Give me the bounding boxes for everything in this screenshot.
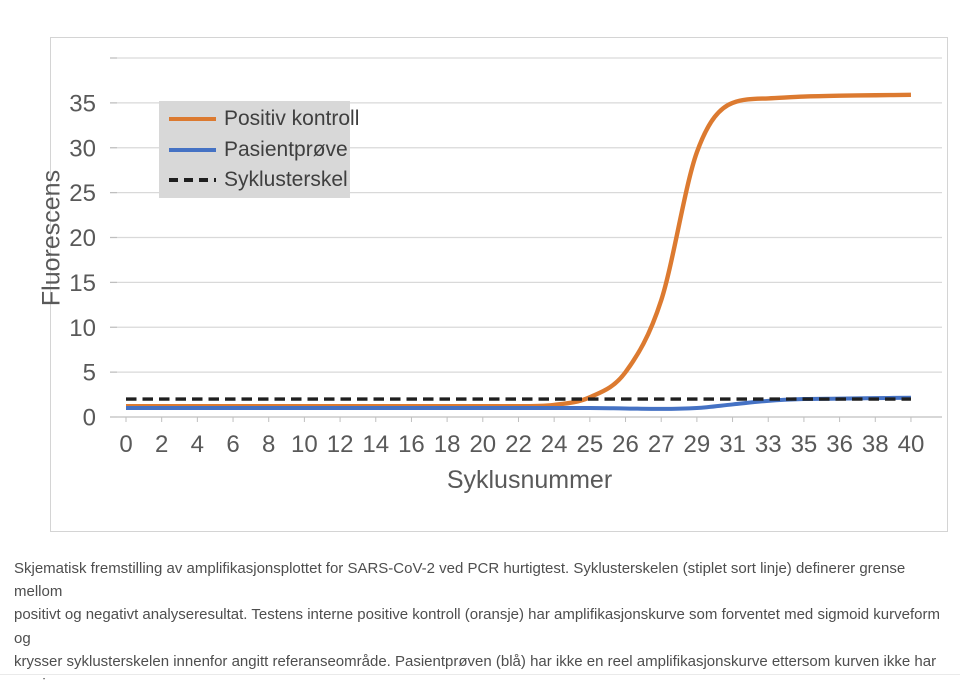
x-tick-label: 20 bbox=[469, 431, 496, 458]
x-tick-label: 40 bbox=[898, 431, 925, 458]
x-tick-label: 14 bbox=[362, 431, 389, 458]
x-tick-label: 2 bbox=[155, 431, 168, 458]
x-axis-title: Syklusnummer bbox=[446, 466, 613, 494]
x-tick-label: 29 bbox=[684, 431, 711, 458]
x-tick-label: 36 bbox=[826, 431, 853, 458]
caption-line: krysser syklusterskelen innenfor angitt … bbox=[14, 652, 937, 680]
y-tick-label: 25 bbox=[69, 180, 96, 207]
x-tick-label: 4 bbox=[191, 431, 204, 458]
x-tick-label: 22 bbox=[505, 431, 532, 458]
legend-item-pasientprove: Pasientprøve bbox=[169, 138, 350, 162]
x-tick-label: 26 bbox=[612, 431, 639, 458]
x-tick-label: 18 bbox=[434, 431, 461, 458]
x-tick-label: 6 bbox=[226, 431, 239, 458]
figure-caption: Skjematisk fremstilling av amplifikasjon… bbox=[14, 557, 950, 680]
caption-line: Skjematisk fremstilling av amplifikasjon… bbox=[14, 560, 906, 601]
legend-label: Syklusterskel bbox=[224, 167, 348, 191]
x-tick-label: 12 bbox=[327, 431, 354, 458]
legend-item-syklusterskel: Syklusterskel bbox=[169, 168, 350, 192]
amplification-chart: 0 5 10 15 20 25 30 35 0 2 4 6 8 10 12 14 16 18 20 22 24 25 26 2… bbox=[38, 37, 948, 532]
bottom-divider bbox=[0, 674, 960, 675]
legend-item-positiv-kontroll: Positiv kontroll bbox=[169, 107, 359, 131]
y-axis-title: Fluorescens bbox=[37, 169, 66, 307]
y-tick-label: 10 bbox=[69, 315, 96, 342]
x-tick-label: 35 bbox=[791, 431, 818, 458]
x-tick-label: 27 bbox=[648, 431, 675, 458]
x-tick-label: 24 bbox=[541, 431, 568, 458]
blue-line-swatch-icon bbox=[169, 147, 216, 152]
caption-line: positivt og negativt analyseresultat. Te… bbox=[14, 606, 940, 647]
x-tick-label: 38 bbox=[862, 431, 889, 458]
y-tick-label: 0 bbox=[83, 405, 96, 432]
y-tick-label: 35 bbox=[69, 90, 96, 117]
legend-label: Positiv kontroll bbox=[224, 107, 360, 131]
x-tick-label: 16 bbox=[398, 431, 425, 458]
y-tick-label: 15 bbox=[69, 270, 96, 297]
y-tick-label: 5 bbox=[83, 360, 96, 387]
chart-legend: Positiv kontroll Pasientprøve Syklusters… bbox=[159, 101, 359, 198]
dashed-line-swatch-icon bbox=[169, 177, 216, 182]
x-tick-label: 0 bbox=[119, 431, 132, 458]
orange-line-swatch-icon bbox=[169, 117, 216, 122]
legend-label: Pasientprøve bbox=[224, 137, 348, 161]
x-tick-label: 33 bbox=[755, 431, 782, 458]
x-tick-label: 8 bbox=[262, 431, 275, 458]
y-tick-label: 20 bbox=[69, 225, 96, 252]
x-tick-label: 31 bbox=[719, 431, 746, 458]
y-tick-label: 30 bbox=[69, 135, 96, 162]
x-tick-label: 25 bbox=[576, 431, 603, 458]
x-tick-label: 10 bbox=[291, 431, 318, 458]
